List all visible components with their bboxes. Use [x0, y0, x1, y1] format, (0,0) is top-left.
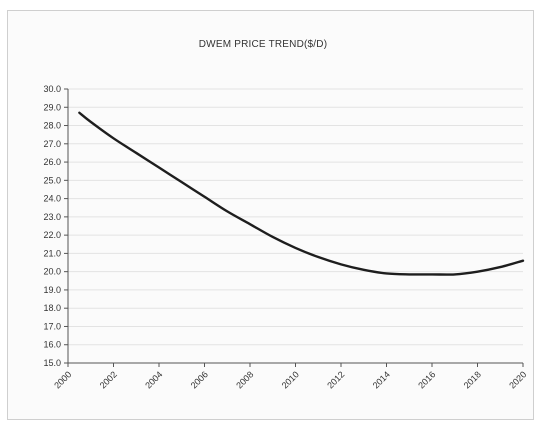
data-point [89, 120, 92, 123]
x-tick-label: 2004 [143, 369, 164, 390]
data-point [158, 166, 161, 169]
y-tick-label: 17.0 [43, 321, 61, 331]
y-tick-label: 24.0 [43, 194, 61, 204]
y-tick-label: 16.0 [43, 340, 61, 350]
data-point [476, 270, 479, 273]
chart-title: DWEM PRICE TREND($/D) [199, 39, 327, 50]
data-point [385, 272, 388, 275]
y-axis-ticks: 30.0 29.0 28.0 27.0 26.0 25.0 24.0 23.0 22.0 21.0… [43, 84, 61, 368]
y-tick-label: 19.0 [43, 285, 61, 295]
y-tick-label: 23.0 [43, 212, 61, 222]
data-point [340, 263, 343, 266]
x-tick-label: 2008 [234, 369, 255, 390]
y-tick-label: 28.0 [43, 121, 61, 131]
x-tick-label: 2010 [280, 369, 301, 390]
data-point [294, 246, 297, 249]
data-point [78, 111, 81, 114]
x-tick-label: 2014 [371, 369, 392, 390]
y-tick-label: 25.0 [43, 175, 61, 185]
x-tick-label: 2020 [507, 369, 528, 390]
data-point [135, 151, 138, 154]
x-axis-ticks: 2000 2002 2004 2006 2008 2010 2012 2014 2016 2018… [52, 369, 528, 390]
data-point [226, 210, 229, 213]
x-tick-label: 2006 [189, 369, 210, 390]
data-point [203, 195, 206, 198]
x-tick-label: 2016 [416, 369, 437, 390]
y-tick-label: 15.0 [43, 358, 61, 368]
y-tick-label: 27.0 [43, 139, 61, 149]
data-point [453, 273, 456, 276]
chart-canvas: DWEM PRICE TREND($/D) 30.0 29.0 28.0 27.0 26… [43, 39, 528, 391]
data-point [431, 273, 434, 276]
y-tick-label: 22.0 [43, 230, 61, 240]
x-tick-label: 2012 [325, 369, 346, 390]
data-point [112, 137, 115, 140]
data-point [362, 268, 365, 271]
y-tick-label: 18.0 [43, 303, 61, 313]
price-trend-line [78, 111, 525, 276]
x-tick-label: 2002 [98, 369, 119, 390]
data-point [499, 266, 502, 269]
y-tick-label: 21.0 [43, 248, 61, 258]
y-tick-label: 29.0 [43, 102, 61, 112]
data-point [249, 223, 252, 226]
y-tick-label: 20.0 [43, 267, 61, 277]
data-point [317, 256, 320, 259]
y-tick-label: 30.0 [43, 84, 61, 94]
x-tick-label: 2000 [52, 369, 73, 390]
data-point [271, 235, 274, 238]
x-tick-label: 2018 [462, 369, 483, 390]
data-point [180, 181, 183, 184]
series-layer [78, 111, 525, 276]
gridlines [68, 88, 523, 346]
y-tick-label: 26.0 [43, 157, 61, 167]
data-point [522, 259, 525, 262]
data-point [408, 273, 411, 276]
chart-frame: DWEM PRICE TREND($/D) 30.0 29.0 28.0 27.0 26… [7, 10, 534, 420]
axes [64, 88, 524, 367]
